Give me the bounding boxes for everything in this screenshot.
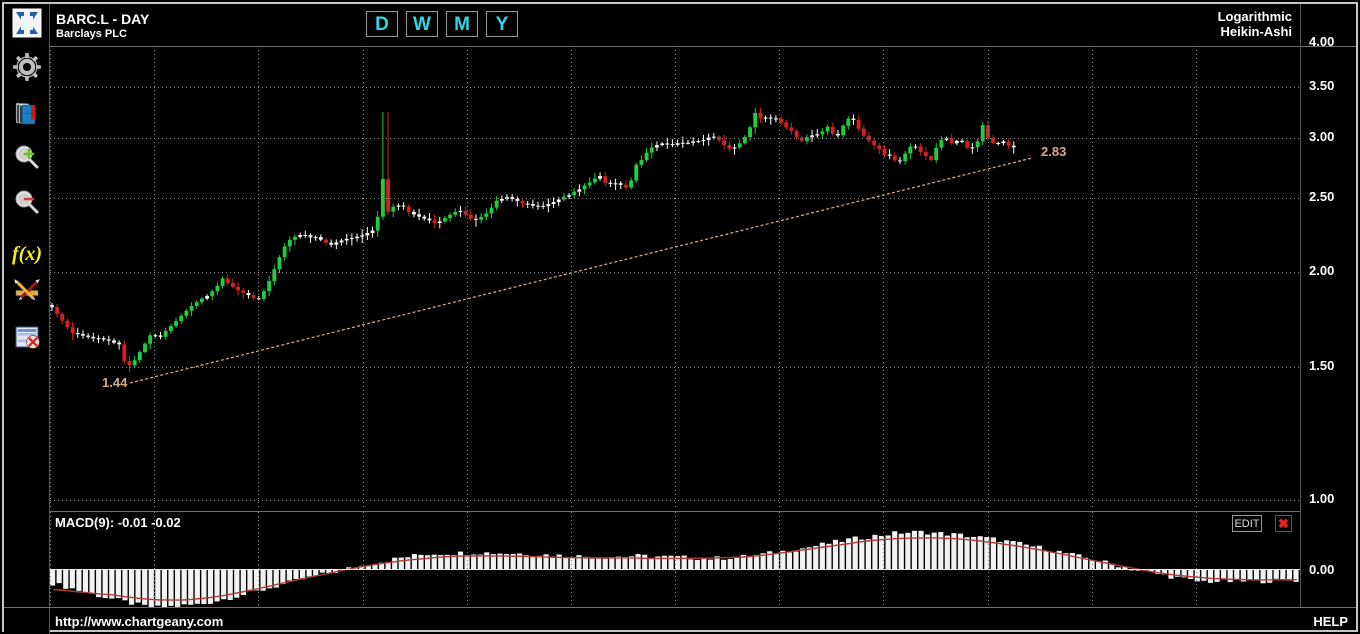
- svg-text:1.44: 1.44: [102, 375, 128, 390]
- svg-text:2.83: 2.83: [1041, 144, 1066, 159]
